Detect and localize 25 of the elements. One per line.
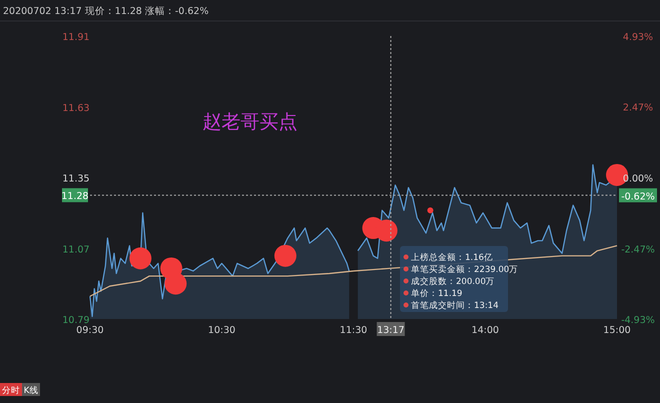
y2-tick-label: 2.47%: [622, 102, 654, 114]
x-tick-label: 09:30: [76, 325, 104, 336]
annotation: 赵老哥买点: [202, 111, 298, 133]
y-tick-label: 10.79: [62, 315, 90, 326]
y-tick-label: 11.63: [62, 102, 90, 114]
view-tabs: 分时 K线: [0, 383, 40, 396]
y2-tick-label: -4.93%: [621, 315, 655, 326]
annotation: 上榜总金额：1.16亿: [411, 252, 493, 263]
annotation: 成交股数：200.00万: [411, 276, 495, 287]
chart-title: 20200702 13:17 现价：11.28 涨幅：-0.62%: [3, 5, 209, 17]
ref-line-label: 13:17: [377, 325, 404, 336]
x-tick-label: 11:30: [340, 325, 368, 336]
annotation: 单笔买卖金额：2239.00万: [411, 264, 518, 275]
x-tick-label: 10:30: [208, 325, 236, 336]
y-tick-label: 11.35: [62, 174, 90, 184]
y2-tick-label: -2.47%: [621, 244, 655, 256]
annotation: 单价：11.19: [411, 288, 462, 299]
y-tick-label: 11.07: [62, 244, 90, 256]
x-tick-label: 15:00: [603, 325, 631, 336]
y-tick-label: 11.91: [62, 32, 90, 43]
ref-line-label: 11.28: [61, 191, 89, 202]
y2-tick-label: 4.93%: [622, 32, 654, 43]
x-tick-label: 14:00: [472, 325, 499, 336]
annotation: 首笔成交时间：13:14: [411, 300, 498, 311]
ref-line-label: -0.62%: [621, 191, 655, 202]
